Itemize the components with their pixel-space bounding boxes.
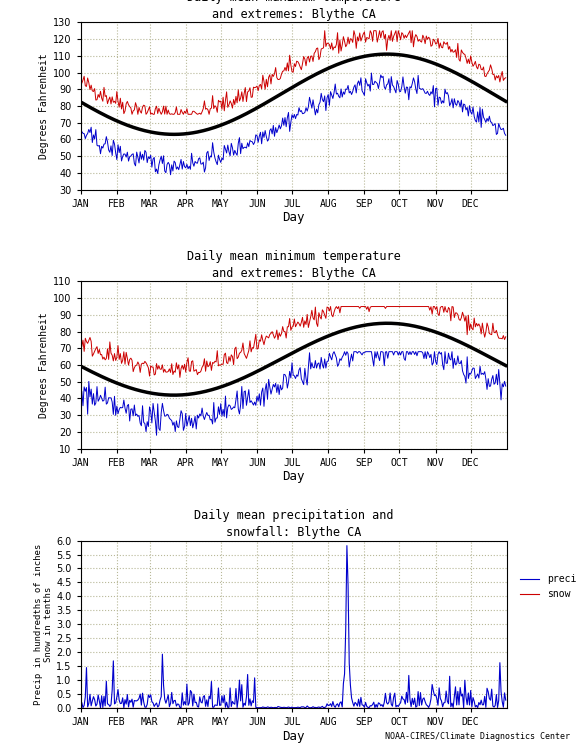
snow: [77, 703, 84, 712]
snow: [483, 703, 490, 712]
X-axis label: Day: Day: [282, 729, 305, 743]
precip: [502, 696, 509, 705]
precip: [249, 697, 256, 706]
precip: [485, 688, 492, 697]
X-axis label: Day: Day: [282, 470, 305, 484]
precip: [167, 699, 174, 708]
precip: [247, 694, 253, 703]
snow: [442, 703, 449, 712]
Y-axis label: Degrees Fahrenheit: Degrees Fahrenheit: [39, 312, 49, 418]
precip: [306, 703, 313, 712]
snow: [249, 703, 256, 712]
X-axis label: Day: Day: [282, 212, 305, 224]
Legend: precip, snow: precip, snow: [516, 571, 576, 603]
Title: Daily mean maximum temperature
and extremes: Blythe CA: Daily mean maximum temperature and extre…: [187, 0, 401, 21]
snow: [194, 703, 201, 712]
Line: precip: precip: [81, 545, 506, 708]
snow: [167, 703, 174, 712]
Y-axis label: Degrees Fahrenheit: Degrees Fahrenheit: [39, 53, 49, 159]
precip: [77, 702, 84, 711]
precip: [343, 541, 350, 550]
precip: [444, 697, 451, 706]
Y-axis label: Precip in hundredths of inches
Snow in tenths: Precip in hundredths of inches Snow in t…: [34, 544, 54, 705]
Text: NOAA-CIRES/Climate Diagnostics Center: NOAA-CIRES/Climate Diagnostics Center: [385, 732, 570, 741]
precip: [194, 702, 201, 711]
Title: Daily mean precipitation and
snowfall: Blythe CA: Daily mean precipitation and snowfall: B…: [194, 510, 393, 539]
snow: [247, 703, 253, 712]
snow: [502, 703, 509, 712]
Title: Daily mean minimum temperature
and extremes: Blythe CA: Daily mean minimum temperature and extre…: [187, 250, 401, 280]
